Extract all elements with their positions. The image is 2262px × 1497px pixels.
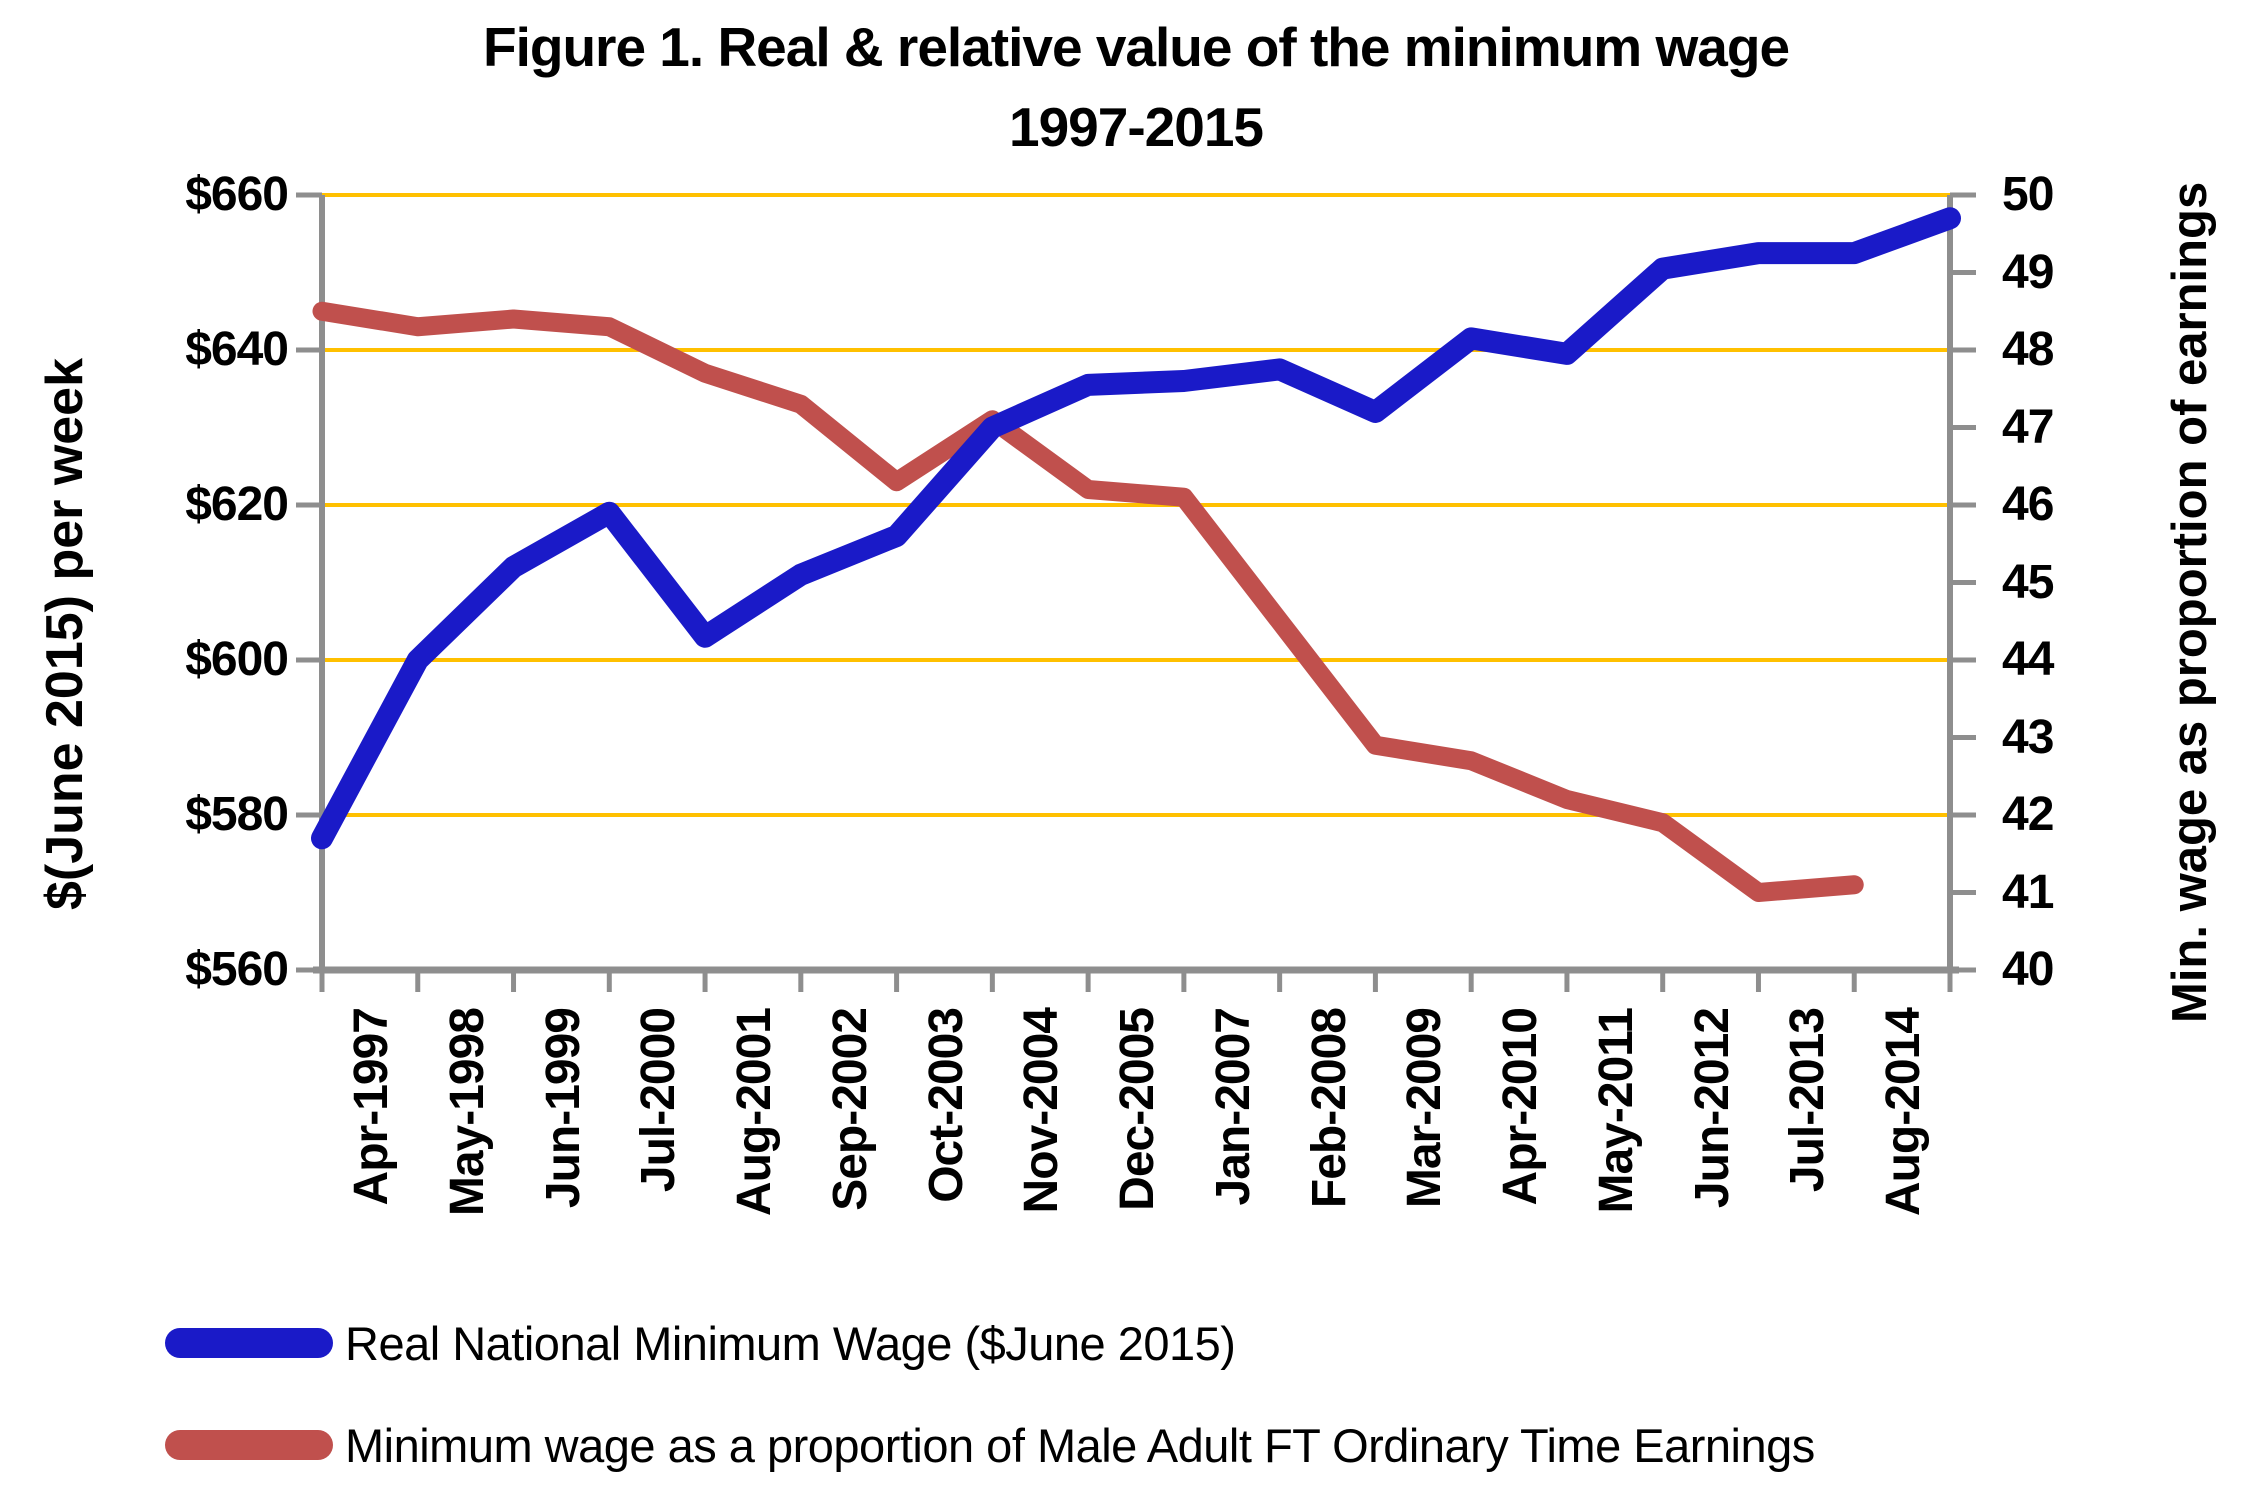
x-axis-tick-label: Sep-2002	[823, 1008, 877, 1211]
x-axis-tick-label: Apr-1997	[345, 1008, 398, 1206]
x-axis-tick-label: Dec-2005	[1111, 1008, 1165, 1211]
y-axis-left-tick-label: $640	[185, 323, 289, 376]
x-axis-tick-label: Nov-2004	[1015, 1008, 1069, 1214]
y-axis-right-tick-label: 42	[2002, 788, 2054, 841]
y-axis-left-tick-label: $600	[185, 633, 289, 686]
y-axis-left-tick-label: $560	[185, 943, 289, 996]
y-axis-right-tick-label: 43	[2002, 710, 2054, 764]
x-axis-tick-label: May-2011	[1589, 1008, 1643, 1214]
y-axis-right-tick-label: 46	[2002, 478, 2054, 531]
legend: Real National Minimum Wage ($June 2015) …	[165, 1306, 1815, 1482]
x-axis-tick-label: Jun-2012	[1685, 1008, 1739, 1209]
x-axis-tick-label: Apr-2010	[1494, 1008, 1548, 1206]
x-axis-tick-label: Oct-2003	[919, 1008, 973, 1203]
y-axis-left-tick-label: $620	[185, 478, 289, 531]
y-axis-left-tick-label: $580	[185, 788, 289, 841]
x-axis-tick-label: May-1998	[440, 1008, 494, 1217]
legend-label-proportion-earnings: Minimum wage as a proportion of Male Adu…	[345, 1418, 1815, 1472]
y-axis-right-tick-label: 49	[2002, 245, 2054, 299]
chart-title-line1: Figure 1. Real & relative value of the m…	[482, 16, 1790, 78]
x-axis-tick-label: Feb-2008	[1302, 1008, 1356, 1209]
legend-swatch-red-line	[165, 1430, 333, 1460]
legend-label-real-minimum-wage: Real National Minimum Wage ($June 2015)	[345, 1316, 1236, 1370]
y-axis-right-tick-label: 41	[2002, 865, 2054, 919]
series-line-proportion-earnings	[312, 301, 1864, 902]
legend-item-real-minimum-wage: Real National Minimum Wage ($June 2015)	[165, 1306, 1815, 1380]
chart-title-line2: 1997-2015	[1008, 96, 1264, 158]
y-axis-left-tick-label: $660	[185, 168, 289, 221]
y-axis-right-tick-label: 40	[2002, 943, 2054, 996]
x-axis-tick-label: Aug-2014	[1877, 1008, 1931, 1217]
x-axis-tick-label: Mar-2009	[1398, 1008, 1452, 1209]
series-line-real-minimum-wage	[311, 207, 1961, 850]
y-axis-right-tick-label: 47	[2002, 400, 2054, 454]
y-axis-right-tick-label: 45	[2002, 555, 2054, 609]
legend-swatch-blue-line	[165, 1328, 333, 1358]
y-axis-right-tick-label: 44	[2002, 633, 2054, 686]
x-axis-tick-label: Jan-2007	[1206, 1008, 1260, 1206]
x-axis-tick-label: Jul-2013	[1781, 1008, 1835, 1193]
y-axis-right-tick-label: 50	[2002, 168, 2054, 221]
x-axis-tick-label: Aug-2001	[728, 1008, 782, 1217]
x-axis-tick-label: Jul-2000	[632, 1008, 686, 1193]
legend-item-proportion-earnings: Minimum wage as a proportion of Male Adu…	[165, 1408, 1815, 1482]
chart-title: Figure 1. Real & relative value of the m…	[322, 14, 1950, 160]
y-axis-right-tick-label: 48	[2002, 323, 2054, 376]
x-axis-tick-label: Jun-1999	[536, 1008, 590, 1209]
